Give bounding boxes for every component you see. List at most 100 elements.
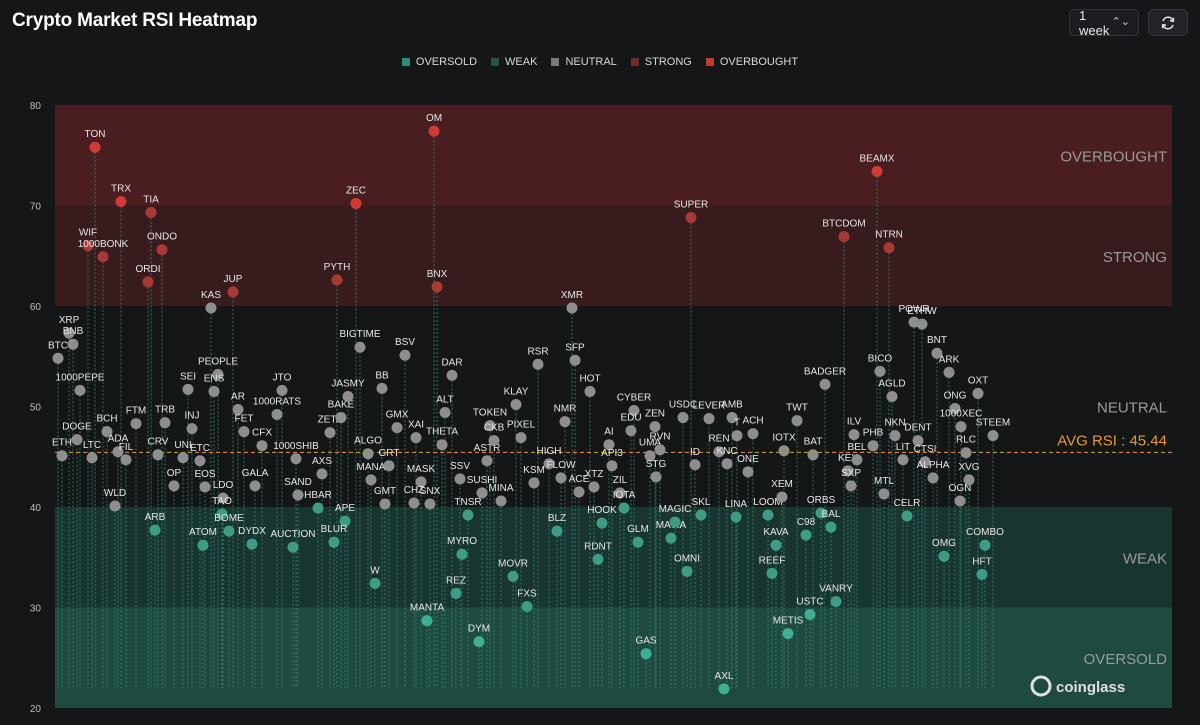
rsi-point-ssv <box>454 473 466 485</box>
rsi-point-mtl <box>878 488 890 500</box>
legend-swatch <box>551 58 560 66</box>
point-label: ONE <box>737 454 759 465</box>
point-label: W <box>370 565 380 576</box>
rsi-point-skl <box>695 509 707 521</box>
zone-label-oversold: OVERSOLD <box>1084 651 1168 668</box>
legend-item-overbought[interactable]: OVERBOUGHT <box>705 56 798 68</box>
rsi-point-1000pepe <box>74 384 86 396</box>
rsi-point-klay <box>510 398 522 410</box>
point-label: OMG <box>932 538 956 549</box>
rsi-point-ftm <box>130 418 142 430</box>
rsi-point-uma <box>644 450 656 462</box>
period-select[interactable]: 1 week ⌃⌄ <box>1069 8 1139 38</box>
rsi-point-ldo <box>217 492 229 504</box>
rsi-point-blz <box>551 525 563 537</box>
rsi-point-knc <box>721 458 733 470</box>
refresh-button[interactable] <box>1148 9 1188 36</box>
point-label: PIXEL <box>507 420 536 431</box>
zone-band-strong <box>55 205 1172 306</box>
point-label: BNX <box>427 269 448 280</box>
rsi-point-bome <box>223 525 235 537</box>
y-tick-label: 70 <box>30 202 42 213</box>
rsi-point-omni <box>681 565 693 577</box>
rsi-point-trb <box>159 417 171 429</box>
rsi-point-jto <box>276 384 288 396</box>
point-label: ALPHA <box>917 460 950 471</box>
legend-item-strong[interactable]: STRONG <box>630 56 692 68</box>
rsi-point-xem <box>776 491 788 503</box>
rsi-point-fet <box>238 426 250 438</box>
point-label: AUCTION <box>271 529 316 540</box>
point-label: ADA <box>108 434 129 445</box>
point-label: CRV <box>148 437 169 448</box>
point-label: API3 <box>601 448 623 459</box>
point-label: TRX <box>111 183 131 194</box>
rsi-point-bigtime <box>354 341 366 353</box>
y-tick-label: 60 <box>30 302 42 313</box>
avg-rsi-label: AVG RSI : 45.44 <box>1057 432 1167 449</box>
rsi-point-1000shib <box>290 453 302 465</box>
point-label: LINA <box>725 499 748 510</box>
point-label: RLC <box>956 435 976 446</box>
point-label: DYDX <box>238 526 266 537</box>
point-label: HOT <box>579 373 600 384</box>
point-label: ZETA <box>318 415 343 426</box>
point-label: RVN <box>650 432 671 443</box>
rsi-point-t <box>731 430 743 442</box>
point-label: C98 <box>797 517 816 528</box>
rsi-point-ustc <box>804 609 816 621</box>
legend-item-neutral[interactable]: NEUTRAL <box>551 56 617 68</box>
zone-band-oversold <box>55 607 1172 708</box>
chart-legend: OVERSOLD WEAK NEUTRAL STRONG OVERBOUGHT <box>0 56 1200 68</box>
point-label: CTSI <box>914 444 937 455</box>
point-label: USTC <box>796 597 823 608</box>
rsi-point-crv <box>152 449 164 461</box>
rsi-point-gmx <box>391 422 403 434</box>
zone-band-weak <box>55 507 1172 608</box>
rsi-point-1000rats <box>271 409 283 421</box>
rsi-point-sushi <box>476 487 488 499</box>
legend-label: NEUTRAL <box>565 56 617 68</box>
rsi-point-one <box>742 466 754 478</box>
legend-label: WEAK <box>505 56 538 68</box>
y-tick-label: 80 <box>30 101 42 112</box>
rsi-point-steem <box>987 430 999 442</box>
point-label: STG <box>646 459 667 470</box>
rsi-point-theta <box>436 439 448 451</box>
rsi-point-mask <box>415 476 427 488</box>
point-label: UNI <box>174 440 191 451</box>
point-label: BNT <box>927 335 947 346</box>
point-label: ORDI <box>136 264 161 275</box>
rsi-point-ltc <box>86 452 98 464</box>
rsi-point-loom <box>762 509 774 521</box>
rsi-point-xai <box>410 432 422 444</box>
rsi-point-key <box>842 465 854 477</box>
rsi-point-trx <box>115 195 127 207</box>
point-label: AR <box>231 392 245 403</box>
point-label: BSV <box>395 337 415 348</box>
point-label: BAT <box>804 437 823 448</box>
rsi-point-astr <box>481 455 493 467</box>
point-label: IOTX <box>772 433 796 444</box>
zone-label-overbought: OVERBOUGHT <box>1060 148 1167 165</box>
rsi-point-etc <box>194 455 206 467</box>
legend-item-oversold[interactable]: OVERSOLD <box>401 56 477 68</box>
point-label: JUP <box>224 274 243 285</box>
point-label: 1000BONK <box>78 239 129 250</box>
rsi-point-ilv <box>848 429 860 441</box>
point-label: ALT <box>436 395 454 406</box>
rsi-point-pyth <box>331 274 343 286</box>
rsi-point-gas <box>640 648 652 660</box>
rsi-point-axs <box>316 468 328 480</box>
rsi-point-usdc <box>677 412 689 424</box>
point-label: RSR <box>527 346 548 357</box>
legend-swatch <box>401 58 410 66</box>
legend-item-weak[interactable]: WEAK <box>491 56 537 68</box>
point-label: XTZ <box>585 469 604 480</box>
y-tick-label: 20 <box>30 704 42 715</box>
y-tick-label: 30 <box>30 604 42 615</box>
rsi-point-twt <box>791 415 803 427</box>
rsi-point-ntrn <box>883 242 895 254</box>
rsi-point-mavia <box>665 532 677 544</box>
point-label: REN <box>708 434 729 445</box>
